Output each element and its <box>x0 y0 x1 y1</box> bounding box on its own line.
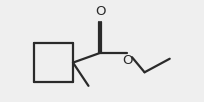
Text: O: O <box>95 6 105 18</box>
Text: O: O <box>122 54 132 67</box>
